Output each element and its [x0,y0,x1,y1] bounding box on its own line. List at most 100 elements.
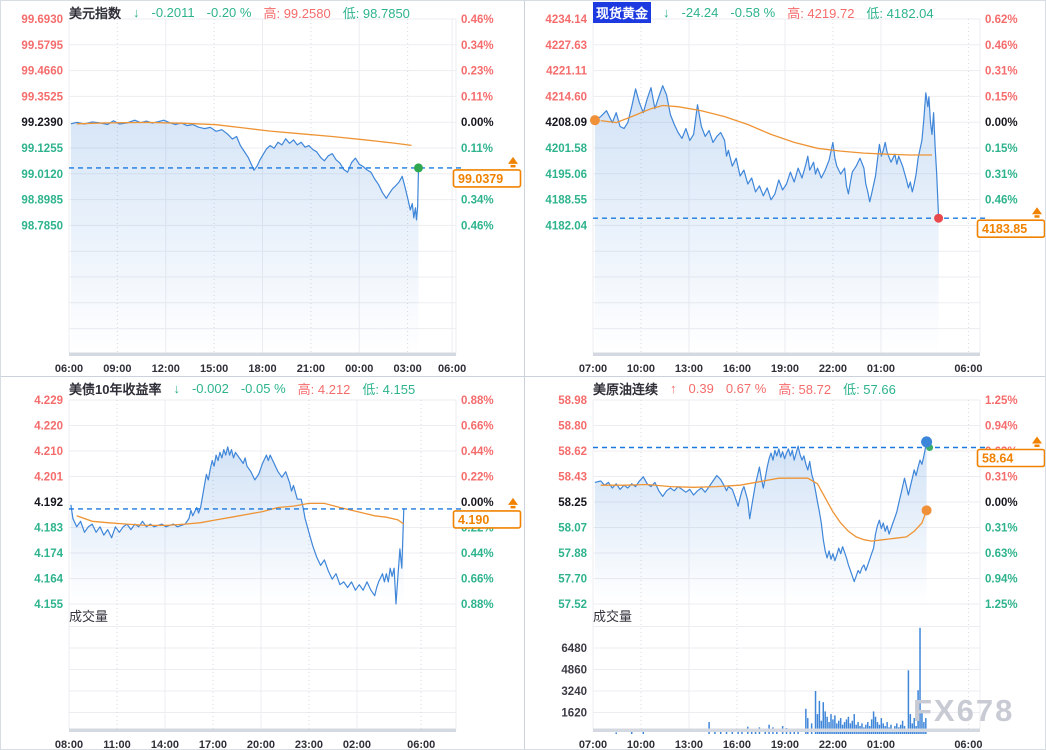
volume-bar [731,731,734,734]
time-axis-label: 13:00 [675,739,703,750]
volume-axis-label: 4860 [561,665,587,677]
time-axis-label: 13:00 [675,363,703,375]
time-scrollbar[interactable] [69,352,456,357]
price-axis-label: 99.6930 [21,14,63,26]
time-axis-label: 02:00 [343,739,371,750]
price-axis-label: 57.52 [558,599,587,611]
price-line [70,119,420,221]
price-axis-label: 57.88 [558,548,587,560]
time-axis-label: 17:00 [199,739,227,750]
change-value: -24.24 [681,4,719,20]
percent-axis-label: 0.46% [985,40,1018,52]
time-axis-label: 11:00 [103,739,131,750]
percent-axis-label: 0.46% [985,195,1018,207]
volume-bar [725,730,728,734]
panel-title-row: 美原油连续 ↑ 0.39 0.67 % 高: 58.72 低: 57.66 [593,380,896,397]
price-axis-label: 4214.60 [545,91,587,103]
volume-bar [925,718,927,734]
percent-axis-label: 0.00% [461,497,494,509]
price-axis-label: 58.43 [558,472,587,484]
percent-axis-label: 0.31% [985,66,1018,78]
series-end-marker [413,163,423,173]
volume-bar [793,730,795,734]
instrument-name[interactable]: 美元指数 [69,5,122,21]
time-axis-label: 08:00 [55,739,83,750]
volume-bar [843,722,846,734]
percent-axis-label: 0.11% [461,91,493,103]
instrument-name[interactable]: 现货黄金 [593,1,652,23]
price-axis-label: 4234.14 [545,14,587,26]
last-price-tag-box [452,169,522,188]
price-axis-label: 4.174 [34,548,63,560]
time-axis-label: 07:00 [579,739,607,750]
percent-axis-label: 1.25% [985,395,1018,407]
volume-bar [832,719,834,734]
time-scrollbar[interactable] [593,352,980,357]
chart-panel-us10y-yield: 美债10年收益率 ↓ -0.002 -0.05 % 高: 4.212 低: 4.155 成交… [1,376,524,750]
last-price-tag: 4183.85 [976,219,1045,239]
price-axis-label: 99.0120 [21,169,63,181]
volume-bar [867,722,869,734]
change-value: -0.2011 [151,4,195,20]
last-price-tag-box [976,448,1045,468]
scroll-to-latest-button[interactable] [508,156,518,168]
panel-title-row: 美元指数 ↓ -0.2011 -0.20 % 高: 99.2580 低: 98.7850 [69,4,410,21]
price-axis-label: 4195.06 [545,169,587,181]
percent-axis-label: 0.44% [461,446,494,458]
ma-line [600,104,932,156]
low-value: 低: 57.66 [843,381,896,397]
time-axis-label: 06:00 [438,363,466,375]
volume-bar [750,730,753,734]
percent-axis-label: 0.11% [461,143,493,155]
series-end-marker [921,436,933,448]
volume-bar [822,702,825,734]
price-axis-label: 99.2390 [21,117,63,129]
percent-axis-label: 0.94% [985,421,1018,433]
time-axis-label: 20:00 [247,739,275,750]
price-area-fill [70,120,419,353]
last-price-tag-box [452,510,522,529]
price-axis-label: 4.155 [34,599,63,611]
time-axis-label: 22:00 [819,739,847,750]
ma-line [76,502,405,527]
change-percent: -0.05 % [240,380,286,396]
price-axis-label: 4227.63 [545,40,587,52]
price-axis-label: 4221.11 [546,66,588,78]
volume-bar [880,718,883,734]
price-axis-label: 4.220 [34,421,63,433]
time-scrollbar[interactable] [593,728,980,733]
volume-bar [907,670,910,734]
time-axis-label: 16:00 [723,739,751,750]
price-axis-label: 4182.04 [545,220,587,232]
volume-bar [857,722,859,734]
instrument-name[interactable]: 美债10年收益率 [69,381,162,397]
chart-canvas[interactable]: 4.229 4.220 4.210 4.201 4.192 4.183 4.174 4.164… [1,377,524,750]
volume-bar [872,711,875,734]
volume-bar [816,714,819,734]
price-axis-label: 4.183 [34,523,63,535]
volume-bar [870,719,873,734]
low-value: 低: 4182.04 [866,5,934,21]
chart-canvas[interactable]: 99.6930 99.5795 99.4660 99.3525 99.2390 99.12… [1,1,524,376]
volume-bar [886,722,888,734]
price-line [594,85,940,219]
time-axis-label: 19:00 [771,739,799,750]
scroll-to-latest-button[interactable] [1032,436,1042,448]
change-percent: 0.67 % [725,380,767,396]
percent-axis-label: 0.46% [461,14,494,26]
change-percent: -0.58 % [730,4,776,20]
volume-bar [818,700,821,734]
scroll-to-latest-button[interactable] [508,497,518,509]
chart-canvas[interactable]: 4234.14 4227.63 4221.11 4214.60 4208.09 4201.… [525,1,1046,376]
price-axis-label: 58.07 [558,523,587,535]
price-axis-label: 58.25 [558,497,587,509]
instrument-name[interactable]: 美原油连续 [593,381,659,397]
time-scrollbar[interactable] [69,728,456,733]
price-axis-label: 99.5795 [21,40,63,52]
chart-canvas[interactable]: 58.98 58.80 58.62 58.43 58.25 58.07 57.88 57.70… [525,377,1046,750]
scroll-to-latest-button[interactable] [1032,207,1042,218]
price-axis-label: 4188.55 [545,195,587,207]
percent-axis-label: 0.31% [985,523,1018,535]
price-axis-label: 4.210 [34,446,63,458]
time-axis-label: 06:00 [954,363,982,375]
